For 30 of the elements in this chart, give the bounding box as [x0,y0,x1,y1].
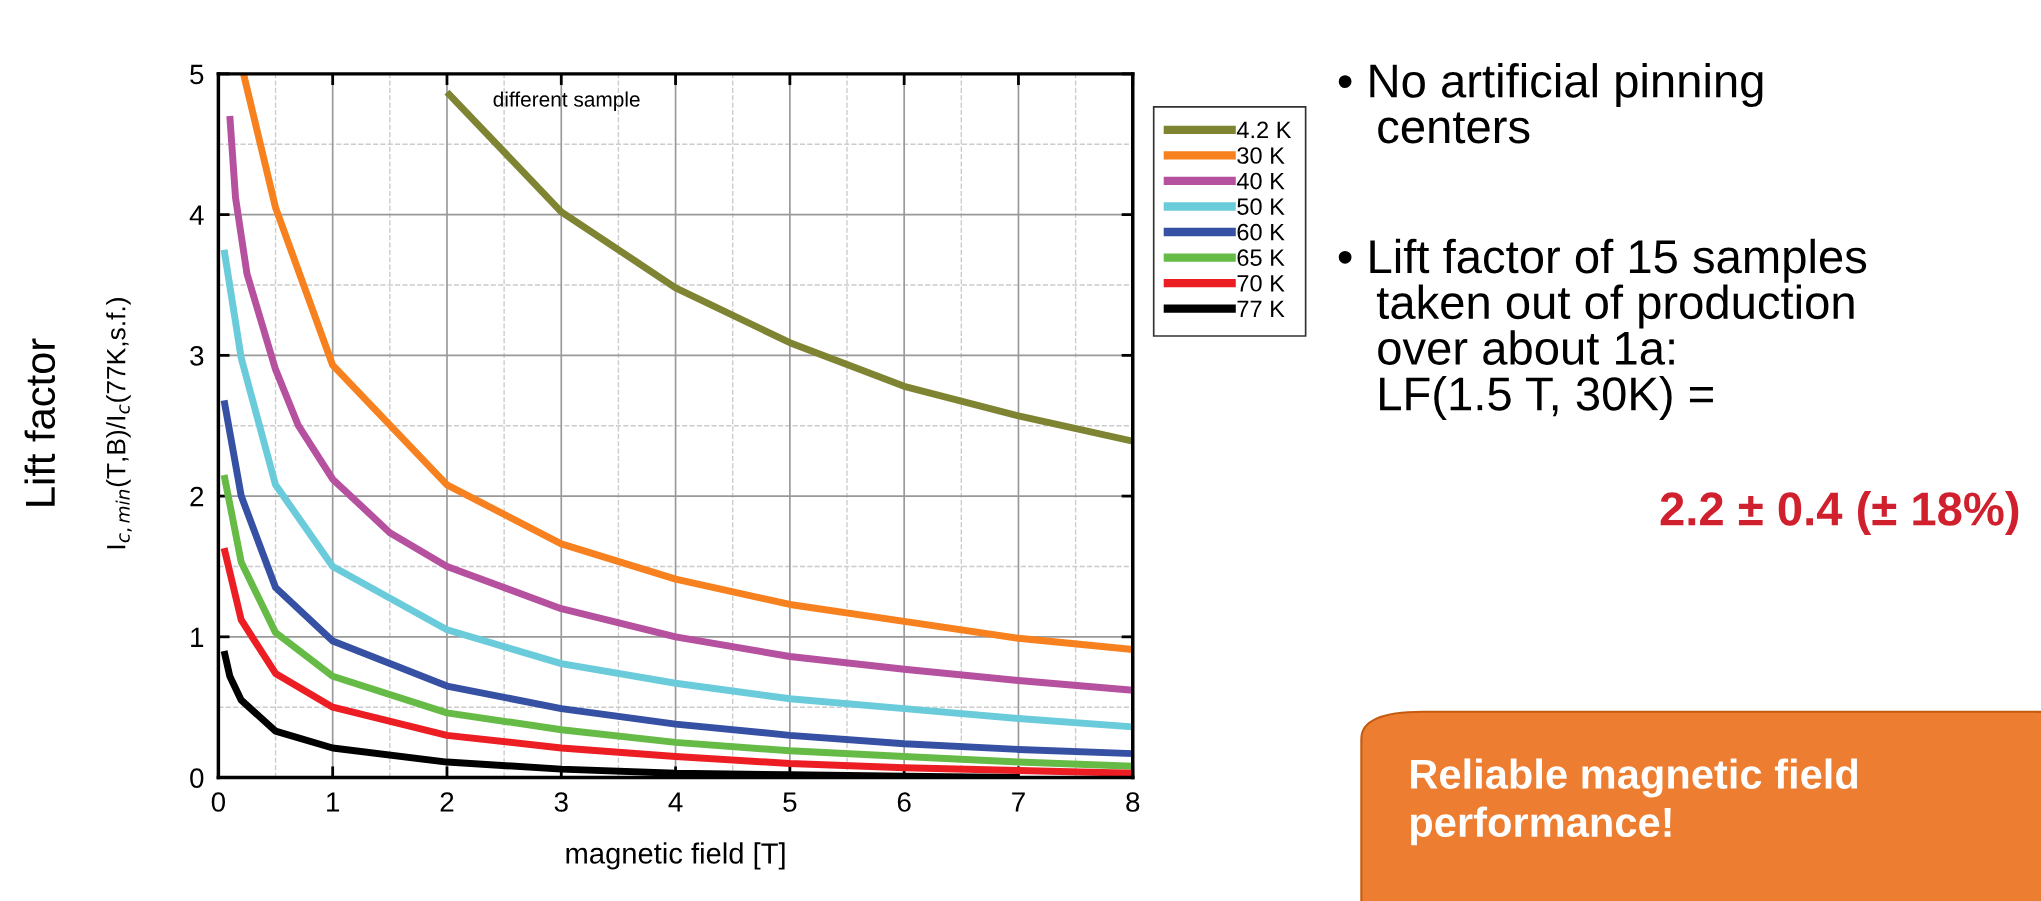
x-tick-label: 1 [327,792,340,812]
text: • Lift factor of 15 samples taken out of production over about 1a: LF(1.5 T, 30K) = [1338,238,1867,420]
text: Lift factor I$_{c,min}$(T,B)/I$_{c}$(77K,s.f.) [24,298,132,549]
x-tick-label: 2 [440,792,454,812]
text: 2.2 ± 0.4 (± 18%) [1660,491,2019,536]
y-tick-label: 3 [190,346,204,366]
annotation: different sample [493,91,640,111]
legend-label: 77 K [1237,300,1285,317]
x-tick-label: 3 [554,792,568,812]
y-tick-label: 5 [190,64,204,85]
legend-label: 60 K [1237,223,1285,241]
text: Reliable magnetic field performance! [1411,758,1858,846]
x-tick-label: 6 [897,792,911,812]
legend-label: 65 K [1237,249,1285,267]
text: • No artificial pinning centers [1338,63,1763,144]
x-axis-title: magnetic field [T] [566,842,785,870]
legend-label: 40 K [1236,172,1285,190]
y-tick-label: 4 [189,205,204,225]
x-tick-label: 7 [1012,792,1025,812]
x-tick-label: 4 [668,792,683,812]
legend-label: 4.2 K [1236,121,1292,139]
y-tick-label: 1 [191,627,204,647]
legend-label: 70 K [1237,274,1285,292]
x-tick-label: 0 [211,792,226,812]
legend-label: 30 K [1237,147,1285,164]
y-tick-label: 0 [190,768,204,788]
y-tick-label: 2 [190,486,204,507]
legend-label: 50 K [1237,198,1285,215]
x-tick-label: 5 [783,792,797,812]
x-tick-label: 8 [1126,792,1140,812]
